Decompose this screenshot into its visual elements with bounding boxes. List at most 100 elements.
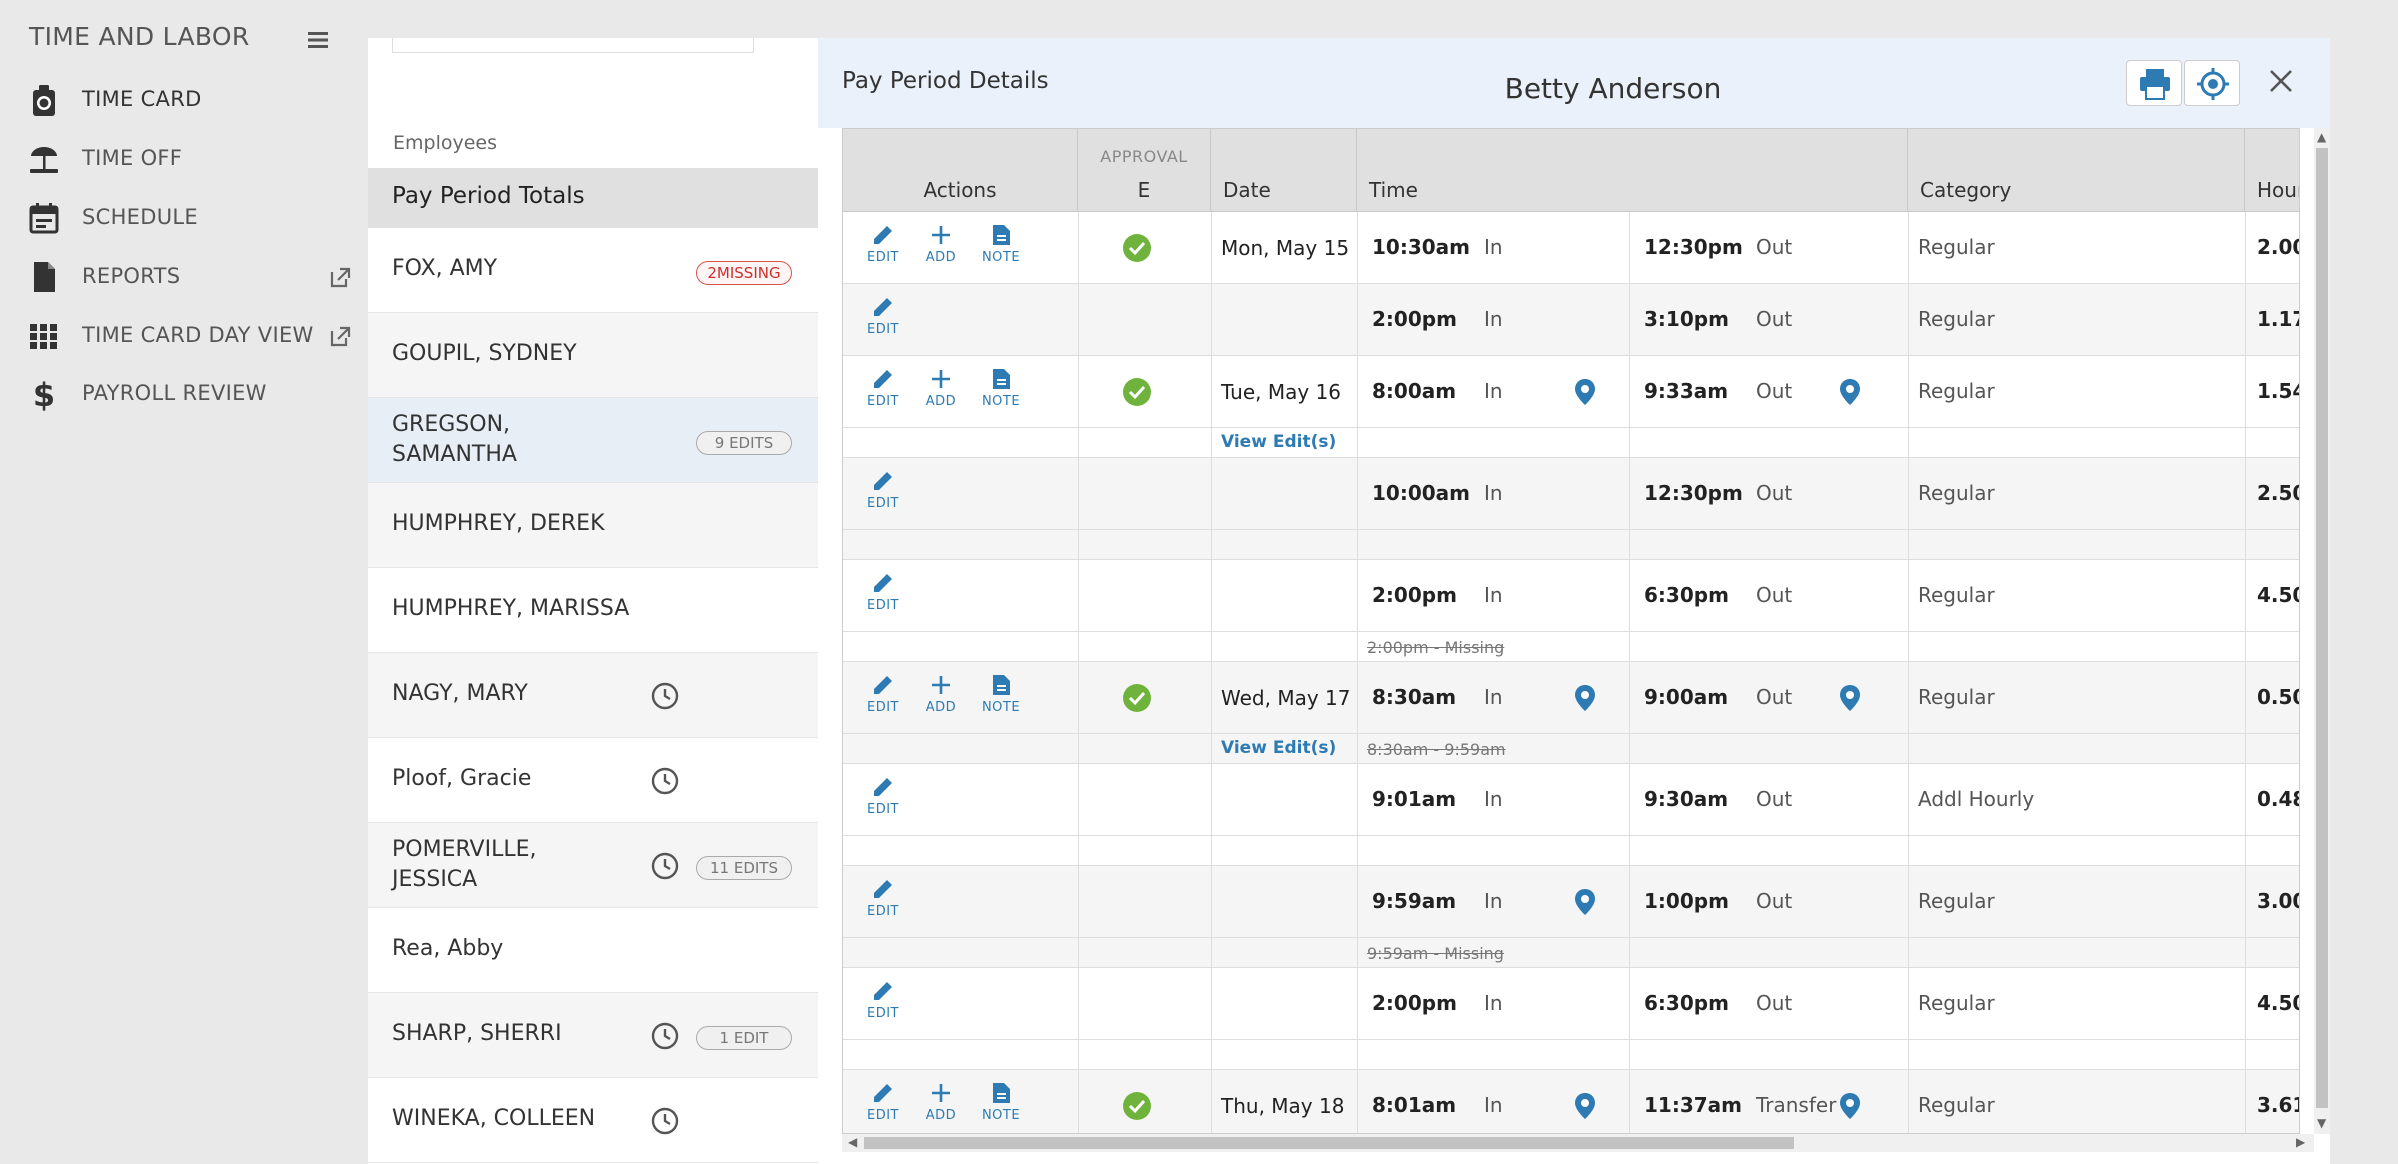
edit-button[interactable]: EDIT <box>853 294 913 337</box>
approved-check-icon[interactable] <box>1122 683 1152 713</box>
location-pin-icon[interactable] <box>1574 684 1596 712</box>
employee-row[interactable]: FOX, AMY 2MISSING <box>368 228 818 313</box>
clock-out-time[interactable]: 6:30pm <box>1644 583 1729 607</box>
location-pin-icon[interactable] <box>1839 1092 1861 1120</box>
employee-row-selected[interactable]: GREGSON, SAMANTHA 9 EDITS <box>368 398 818 483</box>
add-button[interactable]: ADD <box>911 222 971 265</box>
employee-row[interactable]: NAGY, MARY <box>368 653 818 738</box>
clock-out-time[interactable]: 12:30pm <box>1644 235 1743 259</box>
clock-in-time[interactable]: 2:00pm <box>1372 307 1457 331</box>
clock-icon <box>650 766 680 796</box>
location-pin-icon[interactable] <box>1574 888 1596 916</box>
location-pin-icon[interactable] <box>1574 378 1596 406</box>
clock-in-time[interactable]: 10:00am <box>1372 481 1470 505</box>
col-time[interactable]: Time <box>1357 129 1908 212</box>
nav-item-payroll-review[interactable]: $ PAYROLL REVIEW <box>0 364 368 422</box>
edit-button[interactable]: EDIT <box>853 774 913 817</box>
clock-in-time[interactable]: 9:01am <box>1372 787 1457 811</box>
employee-name: NAGY, MARY <box>392 681 528 706</box>
employee-row[interactable]: HUMPHREY, DEREK <box>368 483 818 568</box>
clock-out-time[interactable]: 9:30am <box>1644 787 1729 811</box>
note-button[interactable]: NOTE <box>971 1080 1031 1123</box>
clock-in-time[interactable]: 8:30am <box>1372 685 1457 709</box>
pay-period-totals-row[interactable]: Pay Period Totals <box>368 168 818 228</box>
entry-category: Regular <box>1918 583 1995 607</box>
clock-in-label: In <box>1484 1093 1503 1117</box>
approved-check-icon[interactable] <box>1122 1091 1152 1121</box>
scroll-up-arrow[interactable]: ▲ <box>2317 130 2327 144</box>
col-actions: Actions <box>843 129 1078 212</box>
clock-in-time[interactable]: 8:00am <box>1372 379 1457 403</box>
clock-in-time[interactable]: 8:01am <box>1372 1093 1457 1117</box>
nav-item-schedule[interactable]: SCHEDULE <box>0 188 368 246</box>
nav-item-time-card[interactable]: TIME CARD <box>0 70 368 128</box>
location-pin-icon[interactable] <box>1839 378 1861 406</box>
employee-row[interactable]: GOUPIL, SYDNEY <box>368 313 818 398</box>
view-edits-link[interactable]: View Edit(s) <box>1221 738 1337 758</box>
employee-row[interactable]: Rea, Abby <box>368 908 818 993</box>
note-button[interactable]: NOTE <box>971 366 1031 409</box>
clock-in-time[interactable]: 10:30am <box>1372 235 1470 259</box>
nav-item-time-card-day-view[interactable]: TIME CARD DAY VIEW <box>0 306 368 364</box>
scroll-left-arrow[interactable]: ◀ <box>848 1135 858 1149</box>
edit-button[interactable]: EDIT <box>853 672 913 715</box>
print-button[interactable] <box>2126 60 2182 106</box>
entry-category: Regular <box>1918 1093 1995 1117</box>
clock-out-time[interactable]: 6:30pm <box>1644 991 1729 1015</box>
edit-button[interactable]: EDIT <box>853 366 913 409</box>
clock-out-time[interactable]: 9:33am <box>1644 379 1729 403</box>
add-label: ADD <box>925 1108 957 1123</box>
approved-check-icon[interactable] <box>1122 233 1152 263</box>
nav-item-time-off[interactable]: TIME OFF <box>0 129 368 187</box>
horizontal-scroll-thumb[interactable] <box>864 1137 1794 1149</box>
add-button[interactable]: ADD <box>911 366 971 409</box>
locate-button[interactable] <box>2184 60 2240 106</box>
clock-in-time[interactable]: 9:59am <box>1372 889 1457 913</box>
edit-button[interactable]: EDIT <box>853 222 913 265</box>
close-icon[interactable] <box>2266 66 2296 96</box>
edit-button[interactable]: EDIT <box>853 1080 913 1123</box>
location-pin-icon[interactable] <box>1839 684 1861 712</box>
employee-row[interactable]: SHARP, SHERRI 1 EDIT <box>368 993 818 1078</box>
add-button[interactable]: ADD <box>911 672 971 715</box>
menu-icon[interactable] <box>306 28 330 52</box>
edit-button[interactable]: EDIT <box>853 468 913 511</box>
clock-out-time[interactable]: 1:00pm <box>1644 889 1729 913</box>
nav-item-reports[interactable]: REPORTS <box>0 247 368 305</box>
col-hours[interactable]: Hours <box>2257 178 2299 202</box>
clock-out-time[interactable]: 3:10pm <box>1644 307 1729 331</box>
add-button[interactable]: ADD <box>911 1080 971 1123</box>
clock-out-label: Out <box>1756 481 1793 505</box>
view-edits-link[interactable]: View Edit(s) <box>1221 432 1337 452</box>
employee-row[interactable]: WINEKA, COLLEEN <box>368 1078 818 1163</box>
col-date[interactable]: Date <box>1211 129 1357 212</box>
clock-icon <box>650 681 680 711</box>
employee-row[interactable]: Ploof, Gracie <box>368 738 818 823</box>
location-pin-icon[interactable] <box>1574 1092 1596 1120</box>
employee-search-input[interactable] <box>392 38 754 53</box>
vertical-scroll-thumb[interactable] <box>2316 148 2328 1108</box>
horizontal-scrollbar[interactable]: ◀ ▶ <box>842 1134 2314 1152</box>
edit-button[interactable]: EDIT <box>853 876 913 919</box>
clock-in-time[interactable]: 2:00pm <box>1372 583 1457 607</box>
note-button[interactable]: NOTE <box>971 222 1031 265</box>
employee-row[interactable]: HUMPHREY, MARISSA <box>368 568 818 653</box>
vertical-scrollbar[interactable]: ▲ ▼ <box>2314 128 2330 1134</box>
entry-hours: 4.50 <box>2257 991 2299 1015</box>
note-button[interactable]: NOTE <box>971 672 1031 715</box>
approved-check-icon[interactable] <box>1122 377 1152 407</box>
clock-in-time[interactable]: 2:00pm <box>1372 991 1457 1015</box>
clock-out-time[interactable]: 12:30pm <box>1644 481 1743 505</box>
employee-row[interactable]: POMERVILLE, JESSICA 11 EDITS <box>368 823 818 908</box>
col-approval: APPROVAL E <box>1078 129 1211 212</box>
time-entry-row: EDIT ADD NOTE Thu, May 18 8:01am In 11:37am Tra… <box>843 1070 2299 1133</box>
clock-out-time[interactable]: 11:37am <box>1644 1093 1742 1117</box>
entry-category: Regular <box>1918 307 1995 331</box>
clock-out-time[interactable]: 9:00am <box>1644 685 1729 709</box>
scroll-down-arrow[interactable]: ▼ <box>2317 1116 2327 1130</box>
scroll-right-arrow[interactable]: ▶ <box>2296 1135 2306 1149</box>
edit-button[interactable]: EDIT <box>853 978 913 1021</box>
entry-hours: 2.00 <box>2257 235 2299 259</box>
edit-button[interactable]: EDIT <box>853 570 913 613</box>
col-category[interactable]: Category <box>1908 129 2245 212</box>
